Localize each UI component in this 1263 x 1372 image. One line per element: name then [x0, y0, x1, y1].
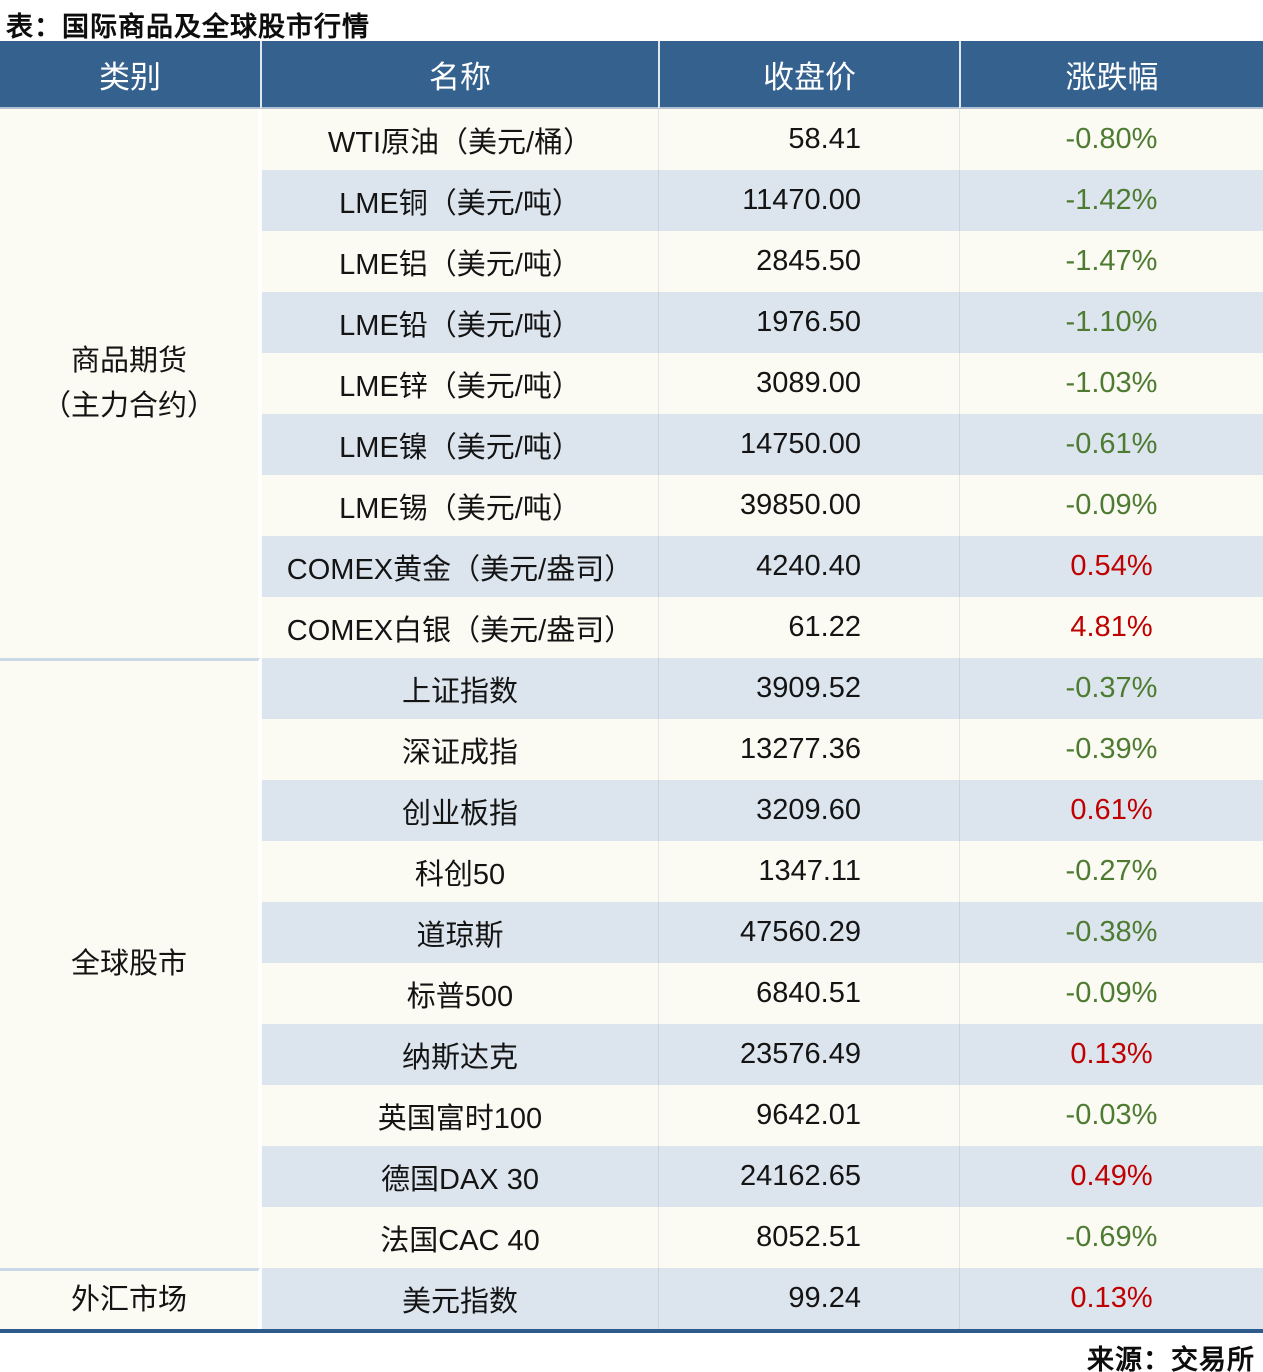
- change-cell: -1.47%: [959, 231, 1263, 292]
- close-cell: 3209.60: [658, 780, 959, 841]
- close-cell: 8052.51: [658, 1207, 959, 1268]
- name-cell: 法国CAC 40: [260, 1207, 658, 1268]
- change-cell: -1.03%: [959, 353, 1263, 414]
- close-cell: 2845.50: [658, 231, 959, 292]
- close-cell: 4240.40: [658, 536, 959, 597]
- close-cell: 61.22: [658, 597, 959, 658]
- close-cell: 3089.00: [658, 353, 959, 414]
- header-change: 涨跌幅: [959, 41, 1263, 109]
- close-cell: 39850.00: [658, 475, 959, 536]
- change-cell: -0.39%: [959, 719, 1263, 780]
- name-cell: 美元指数: [260, 1268, 658, 1329]
- header-name: 名称: [260, 41, 658, 109]
- change-cell: -1.10%: [959, 292, 1263, 353]
- change-cell: -0.09%: [959, 963, 1263, 1024]
- close-cell: 9642.01: [658, 1085, 959, 1146]
- market-table: 类别 名称 收盘价 涨跌幅 商品期货 （主力合约） WTI原油（美元/桶） 58.41…: [0, 41, 1263, 1333]
- close-cell: 14750.00: [658, 414, 959, 475]
- source-note: 来源：交易所: [1087, 1345, 1255, 1372]
- name-cell: 科创50: [260, 841, 658, 902]
- change-cell: -0.38%: [959, 902, 1263, 963]
- category-cell: 外汇市场: [0, 1268, 260, 1329]
- category-label: 全球股市: [70, 948, 187, 981]
- category-cell: 商品期货 （主力合约）: [0, 109, 260, 658]
- change-cell: 0.13%: [959, 1024, 1263, 1085]
- name-cell: LME锡（美元/吨）: [260, 475, 658, 536]
- change-cell: -0.69%: [959, 1207, 1263, 1268]
- close-cell: 58.41: [658, 109, 959, 170]
- table-title: 表：国际商品及全球股市行情: [6, 12, 370, 42]
- category-label: 外汇市场: [70, 1283, 187, 1316]
- header-category: 类别: [0, 41, 260, 109]
- category-label: （主力合约）: [41, 389, 216, 422]
- change-cell: -0.03%: [959, 1085, 1263, 1146]
- change-cell: -1.42%: [959, 170, 1263, 231]
- change-cell: 0.13%: [959, 1268, 1263, 1329]
- name-cell: 英国富时100: [260, 1085, 658, 1146]
- name-cell: LME铅（美元/吨）: [260, 292, 658, 353]
- change-cell: -0.80%: [959, 109, 1263, 170]
- close-cell: 13277.36: [658, 719, 959, 780]
- name-cell: LME铜（美元/吨）: [260, 170, 658, 231]
- close-cell: 1347.11: [658, 841, 959, 902]
- name-cell: 创业板指: [260, 780, 658, 841]
- name-cell: COMEX白银（美元/盎司）: [260, 597, 658, 658]
- name-cell: 上证指数: [260, 658, 658, 719]
- name-cell: LME锌（美元/吨）: [260, 353, 658, 414]
- change-cell: 0.61%: [959, 780, 1263, 841]
- close-cell: 47560.29: [658, 902, 959, 963]
- close-cell: 99.24: [658, 1268, 959, 1329]
- close-cell: 24162.65: [658, 1146, 959, 1207]
- category-label: 商品期货: [70, 344, 187, 377]
- name-cell: WTI原油（美元/桶）: [260, 109, 658, 170]
- change-cell: 0.54%: [959, 536, 1263, 597]
- name-cell: 纳斯达克: [260, 1024, 658, 1085]
- change-cell: 4.81%: [959, 597, 1263, 658]
- header-close: 收盘价: [658, 41, 959, 109]
- category-cell: 全球股市: [0, 658, 260, 1268]
- close-cell: 1976.50: [658, 292, 959, 353]
- name-cell: LME铝（美元/吨）: [260, 231, 658, 292]
- close-cell: 11470.00: [658, 170, 959, 231]
- close-cell: 3909.52: [658, 658, 959, 719]
- close-cell: 6840.51: [658, 963, 959, 1024]
- name-cell: 深证成指: [260, 719, 658, 780]
- name-cell: 道琼斯: [260, 902, 658, 963]
- close-cell: 23576.49: [658, 1024, 959, 1085]
- name-cell: LME镍（美元/吨）: [260, 414, 658, 475]
- name-cell: COMEX黄金（美元/盎司）: [260, 536, 658, 597]
- change-cell: -0.61%: [959, 414, 1263, 475]
- name-cell: 德国DAX 30: [260, 1146, 658, 1207]
- change-cell: 0.49%: [959, 1146, 1263, 1207]
- name-cell: 标普500: [260, 963, 658, 1024]
- change-cell: -0.37%: [959, 658, 1263, 719]
- change-cell: -0.27%: [959, 841, 1263, 902]
- change-cell: -0.09%: [959, 475, 1263, 536]
